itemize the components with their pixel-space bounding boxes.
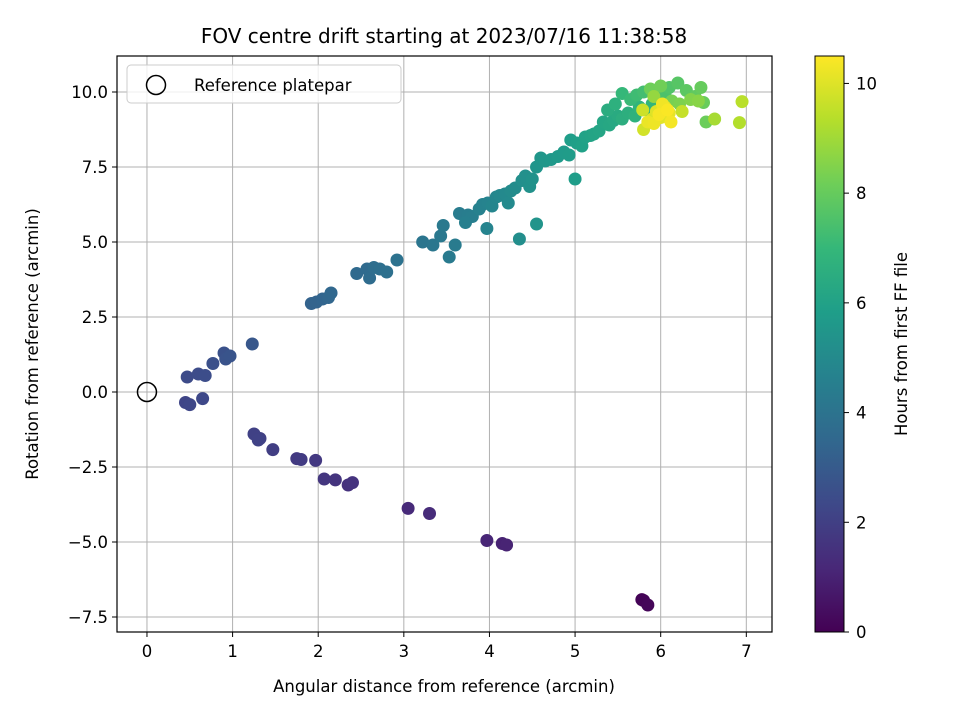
x-tick-label: 5 <box>570 642 581 661</box>
data-point <box>324 286 338 300</box>
data-point <box>416 235 430 249</box>
data-point <box>664 115 678 129</box>
x-tick-label: 0 <box>142 642 153 661</box>
data-point <box>500 538 514 552</box>
data-point <box>390 253 404 267</box>
data-point <box>266 443 280 457</box>
reference-point-marker <box>136 381 158 403</box>
legend-marker-icon <box>145 74 167 96</box>
plot-frame <box>116 55 773 633</box>
data-point <box>448 238 462 252</box>
colorbar-tick-label: 10 <box>856 74 877 93</box>
data-point <box>180 370 194 384</box>
legend: Reference platepar <box>126 64 402 104</box>
data-point <box>671 76 685 90</box>
colorbar-ticks: 0 2 4 6 8 10 <box>844 74 877 642</box>
data-point <box>636 103 650 117</box>
data-point <box>363 271 377 285</box>
x-tick-label: 4 <box>484 642 495 661</box>
data-point <box>501 196 515 210</box>
data-point <box>426 238 440 252</box>
y-axis-ticks: −7.5 −5.0 −2.5 0.0 2.5 5.0 7.5 10.0 <box>68 83 117 627</box>
data-point <box>525 172 539 186</box>
data-point <box>380 265 394 279</box>
y-tick-label: 0.0 <box>82 383 108 402</box>
colorbar <box>814 55 845 633</box>
x-axis-ticks: 0 1 2 3 4 5 6 7 <box>142 632 752 661</box>
data-point <box>434 229 448 243</box>
colorbar-tick-label: 4 <box>856 404 867 423</box>
data-point <box>480 534 494 547</box>
data-point <box>328 473 342 487</box>
data-point <box>735 95 749 109</box>
data-point <box>436 219 450 232</box>
x-tick-label: 7 <box>741 642 752 661</box>
data-point <box>442 250 456 264</box>
y-tick-label: 2.5 <box>82 308 108 327</box>
data-point <box>196 392 210 406</box>
data-point <box>245 337 259 351</box>
data-point <box>512 232 526 246</box>
y-tick-label: 5.0 <box>82 233 108 252</box>
legend-box <box>126 64 402 104</box>
data-point <box>206 357 220 370</box>
y-tick-label: −2.5 <box>68 458 108 477</box>
colorbar-tick-label: 0 <box>856 623 867 642</box>
data-point <box>480 222 494 235</box>
data-point <box>198 369 212 382</box>
data-point <box>423 507 437 520</box>
data-point <box>350 267 364 280</box>
data-point <box>647 90 661 103</box>
x-tick-label: 2 <box>313 642 324 661</box>
data-point <box>691 94 705 108</box>
scatter-points <box>136 76 749 612</box>
legend-label: Reference platepar <box>194 76 352 95</box>
y-axis-label: Rotation from reference (arcmin) <box>23 208 42 480</box>
data-point <box>251 433 265 447</box>
data-point <box>641 598 655 612</box>
data-point <box>294 453 308 466</box>
colorbar-tick-label: 8 <box>856 184 867 203</box>
chart-title: FOV centre drift starting at 2023/07/16 … <box>201 24 687 48</box>
y-tick-label: −5.0 <box>68 533 108 552</box>
colorbar-label: Hours from first FF file <box>892 252 911 436</box>
y-tick-label: −7.5 <box>68 608 108 627</box>
data-point <box>675 105 689 118</box>
data-point <box>568 172 582 186</box>
data-point <box>530 217 544 231</box>
grid-lines <box>117 56 772 632</box>
data-point <box>608 97 622 111</box>
data-point <box>654 79 668 93</box>
data-point <box>732 116 746 130</box>
data-point <box>562 148 576 162</box>
data-point <box>708 112 722 126</box>
x-tick-label: 3 <box>399 642 410 661</box>
data-point <box>223 349 237 363</box>
data-point <box>458 216 472 229</box>
data-point <box>317 472 331 486</box>
colorbar-tick-label: 6 <box>856 294 867 313</box>
data-point <box>661 103 675 117</box>
data-point <box>694 81 708 94</box>
y-tick-label: 10.0 <box>71 83 108 102</box>
colorbar-tick-label: 2 <box>856 513 867 532</box>
x-axis-label: Angular distance from reference (arcmin) <box>273 677 615 696</box>
data-point <box>401 501 415 515</box>
x-tick-label: 1 <box>227 642 238 661</box>
data-point <box>183 398 197 412</box>
x-tick-label: 6 <box>655 642 666 661</box>
data-point <box>309 453 323 467</box>
data-point <box>345 476 359 490</box>
y-tick-label: 7.5 <box>82 158 108 177</box>
